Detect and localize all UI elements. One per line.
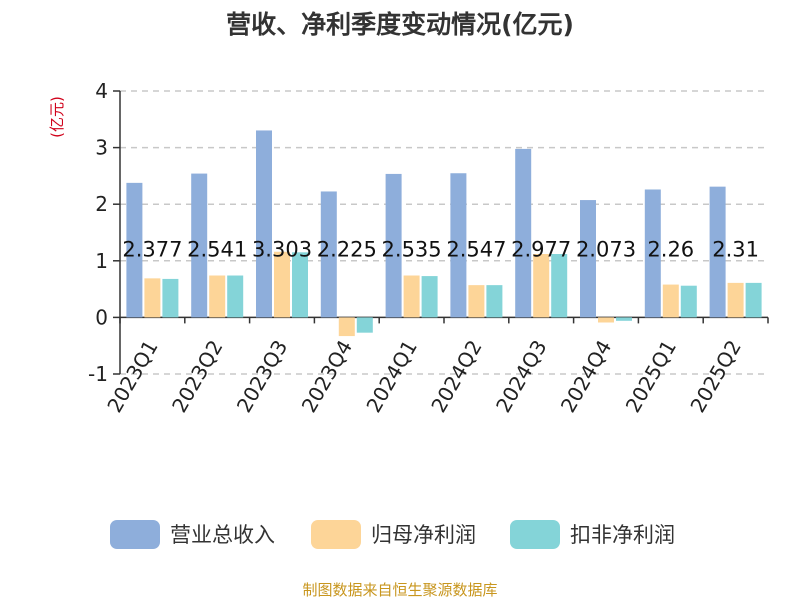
data-label-2023Q3: 3.303 bbox=[252, 237, 312, 261]
data-label-2023Q4: 2.225 bbox=[317, 237, 377, 261]
x-tick-label: 2023Q1 bbox=[102, 336, 162, 417]
y-tick-label: 2 bbox=[95, 192, 108, 216]
legend-label: 扣非净利润 bbox=[570, 523, 675, 547]
legend-item-1[interactable]: 归母净利润 bbox=[311, 520, 476, 549]
y-tick-label: 3 bbox=[95, 136, 108, 160]
grid bbox=[120, 90, 768, 375]
legend-swatch bbox=[110, 520, 160, 549]
bar-2024Q1-series-2[interactable] bbox=[421, 276, 438, 318]
bar-2023Q4-series-1[interactable] bbox=[338, 317, 355, 337]
data-labels: 2.377 2.541 3.303 2.225 2.535 2.547 2.977 2.073… bbox=[122, 237, 759, 261]
x-tick-label: 2025Q2 bbox=[685, 336, 745, 417]
legend-label: 归母净利润 bbox=[371, 523, 476, 547]
legend-swatch bbox=[510, 520, 560, 549]
bar-2024Q2-series-2[interactable] bbox=[486, 285, 503, 318]
bar-2023Q3-series-0[interactable] bbox=[256, 130, 272, 318]
bar-2024Q1-series-1[interactable] bbox=[403, 275, 420, 318]
bar-2025Q1-series-2[interactable] bbox=[680, 285, 697, 318]
bar-2023Q1-series-1[interactable] bbox=[144, 278, 161, 318]
y-tick-label: -1 bbox=[88, 362, 108, 386]
bar-2023Q2-series-1[interactable] bbox=[209, 275, 226, 318]
bar-2024Q2-series-1[interactable] bbox=[468, 285, 485, 318]
data-label-2023Q1: 2.377 bbox=[122, 237, 182, 261]
y-tick-label: 0 bbox=[95, 305, 108, 329]
bar-2023Q3-series-1[interactable] bbox=[274, 251, 290, 318]
data-label-2024Q2: 2.547 bbox=[446, 237, 506, 261]
bar-2023Q1-series-2[interactable] bbox=[162, 278, 179, 318]
source-note: 制图数据来自恒生聚源数据库 bbox=[302, 581, 497, 599]
data-label-2025Q2: 2.31 bbox=[712, 237, 759, 261]
legend-label: 营业总收入 bbox=[170, 523, 275, 547]
bar-2025Q2-series-1[interactable] bbox=[727, 282, 744, 318]
bar-2024Q3-series-1[interactable] bbox=[533, 254, 550, 318]
x-tick-label: 2025Q1 bbox=[621, 336, 681, 417]
data-label-2025Q1: 2.26 bbox=[647, 237, 694, 261]
bar-2024Q3-series-2[interactable] bbox=[551, 254, 568, 318]
bar-2023Q2-series-2[interactable] bbox=[227, 275, 244, 318]
y-tick-label: 1 bbox=[95, 249, 108, 273]
x-tick-label: 2024Q2 bbox=[426, 336, 486, 417]
legend-item-2[interactable]: 扣非净利润 bbox=[510, 520, 675, 549]
bar-2024Q3-series-0[interactable] bbox=[515, 148, 532, 318]
bar-2025Q2-series-2[interactable] bbox=[745, 282, 762, 318]
bar-2023Q3-series-2[interactable] bbox=[292, 252, 308, 318]
data-label-2024Q3: 2.977 bbox=[511, 237, 571, 261]
x-tick-label: 2024Q1 bbox=[361, 336, 421, 417]
bar-2024Q1-series-0[interactable] bbox=[385, 173, 402, 318]
bar-2025Q1-series-1[interactable] bbox=[662, 284, 679, 318]
bar-2023Q1-series-0[interactable] bbox=[126, 182, 143, 318]
bar-2024Q2-series-0[interactable] bbox=[450, 173, 467, 318]
x-tick-label: 2023Q2 bbox=[167, 336, 227, 417]
bar-2025Q2-series-0[interactable] bbox=[709, 186, 726, 318]
data-label-2023Q2: 2.541 bbox=[187, 237, 247, 261]
x-tick-label: 2024Q4 bbox=[556, 336, 616, 417]
y-tick-label: 4 bbox=[95, 79, 108, 103]
unit-label: (亿元) bbox=[48, 96, 66, 138]
data-label-2024Q4: 2.073 bbox=[576, 237, 636, 261]
legend-swatch bbox=[311, 520, 361, 549]
legend[interactable]: 营业总收入 归母净利润 扣非净利润 bbox=[110, 520, 675, 549]
bar-2024Q4-series-1[interactable] bbox=[598, 317, 614, 323]
bar-2023Q2-series-0[interactable] bbox=[191, 173, 208, 318]
bar-2024Q4-series-2[interactable] bbox=[616, 317, 632, 321]
legend-item-0[interactable]: 营业总收入 bbox=[110, 520, 275, 549]
chart-title: 营收、净利季度变动情况(亿元) bbox=[226, 10, 574, 39]
bar-2024Q4-series-0[interactable] bbox=[580, 200, 596, 318]
x-tick-label: 2023Q3 bbox=[232, 336, 292, 417]
bars bbox=[126, 130, 762, 337]
bar-2025Q1-series-0[interactable] bbox=[644, 189, 661, 318]
bar-2023Q4-series-2[interactable] bbox=[356, 317, 373, 333]
data-label-2024Q1: 2.535 bbox=[382, 237, 442, 261]
bar-2023Q4-series-0[interactable] bbox=[320, 191, 337, 318]
x-tick-label: 2024Q3 bbox=[491, 336, 551, 417]
x-tick-label: 2023Q4 bbox=[297, 336, 357, 417]
